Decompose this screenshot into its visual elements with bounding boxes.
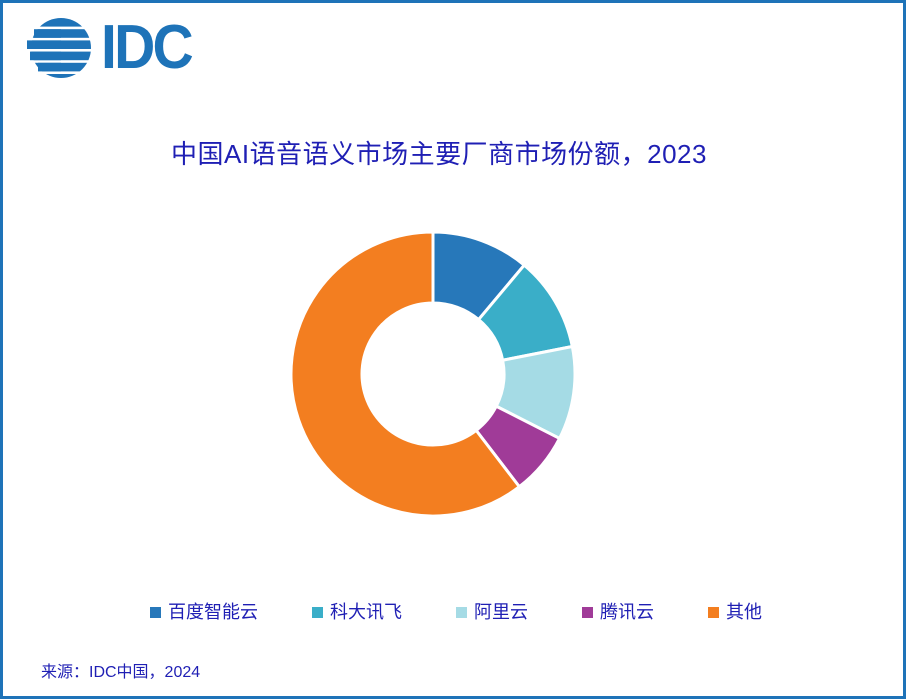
idc-logo: IDC	[27, 16, 199, 80]
legend-swatch-iflytek	[312, 606, 323, 618]
legend-item-baidu: 百度智能云	[150, 601, 258, 623]
legend-item-others: 其他	[708, 601, 762, 623]
legend-label-tencent: 腾讯云	[600, 602, 654, 622]
donut-chart-svg	[289, 230, 577, 518]
legend-swatch-baidu	[150, 606, 161, 618]
legend-label-iflytek: 科大讯飞	[330, 602, 402, 622]
legend-swatch-others	[708, 606, 719, 618]
chart-legend: 百度智能云 科大讯飞 阿里云 腾讯云 其他	[3, 601, 903, 623]
legend-label-baidu: 百度智能云	[168, 602, 258, 622]
donut-chart	[283, 224, 583, 524]
legend-swatch-alibaba	[456, 606, 467, 618]
chart-title: 中国AI语音语义市场主要厂商市场份额，2023	[171, 139, 707, 169]
legend-item-tencent: 腾讯云	[582, 601, 654, 623]
donut-slice-4	[289, 230, 521, 518]
idc-logo-text: IDC	[101, 13, 194, 82]
legend-swatch-tencent	[582, 606, 593, 618]
legend-item-alibaba: 阿里云	[456, 601, 528, 623]
legend-item-iflytek: 科大讯飞	[312, 601, 402, 623]
source-note: 来源：IDC中国，2024	[41, 664, 201, 681]
legend-label-others: 其他	[726, 602, 762, 622]
idc-globe-icon	[27, 18, 91, 78]
legend-label-alibaba: 阿里云	[474, 602, 528, 622]
